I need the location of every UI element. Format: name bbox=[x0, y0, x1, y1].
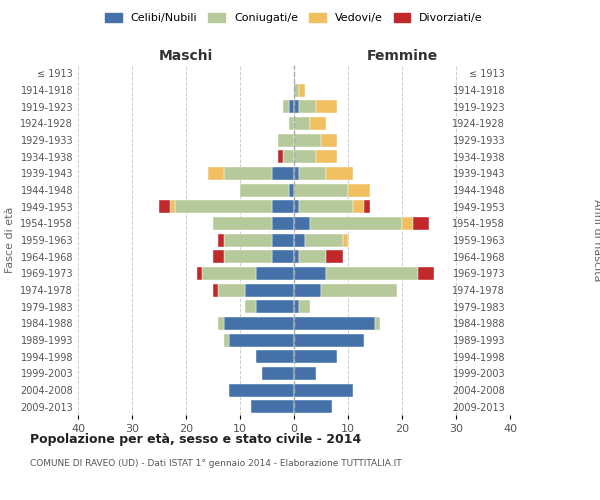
Bar bbox=[413, 217, 429, 230]
Text: Maschi: Maschi bbox=[159, 48, 213, 62]
Bar bbox=[316, 100, 337, 113]
Bar bbox=[299, 300, 310, 313]
Bar bbox=[289, 117, 294, 130]
Bar bbox=[175, 200, 272, 213]
Bar bbox=[218, 234, 224, 246]
Bar bbox=[294, 334, 364, 346]
Bar bbox=[294, 250, 299, 263]
Bar bbox=[218, 317, 224, 330]
Bar bbox=[294, 267, 326, 280]
Bar bbox=[294, 117, 310, 130]
Bar bbox=[299, 100, 316, 113]
Text: Femmine: Femmine bbox=[367, 48, 437, 62]
Bar bbox=[213, 250, 224, 263]
Bar bbox=[294, 167, 299, 180]
Bar bbox=[299, 84, 305, 96]
Bar bbox=[289, 100, 294, 113]
Bar bbox=[353, 200, 364, 213]
Bar bbox=[294, 134, 321, 146]
Text: Anni di nascita: Anni di nascita bbox=[592, 198, 600, 281]
Bar bbox=[213, 217, 272, 230]
Bar bbox=[294, 100, 299, 113]
Bar bbox=[294, 284, 321, 296]
Bar bbox=[272, 234, 294, 246]
Bar bbox=[310, 217, 402, 230]
Bar bbox=[208, 167, 224, 180]
Bar bbox=[213, 284, 218, 296]
Bar bbox=[272, 167, 294, 180]
Bar bbox=[202, 267, 256, 280]
Bar bbox=[294, 317, 375, 330]
Bar bbox=[245, 284, 294, 296]
Y-axis label: Fasce di età: Fasce di età bbox=[5, 207, 15, 273]
Bar bbox=[218, 284, 245, 296]
Bar bbox=[289, 184, 294, 196]
Bar bbox=[305, 234, 343, 246]
Bar bbox=[294, 400, 332, 413]
Bar bbox=[294, 84, 299, 96]
Bar bbox=[316, 150, 337, 163]
Bar bbox=[294, 217, 310, 230]
Bar bbox=[224, 317, 294, 330]
Legend: Celibi/Nubili, Coniugati/e, Vedovi/e, Divorziati/e: Celibi/Nubili, Coniugati/e, Vedovi/e, Di… bbox=[101, 8, 487, 28]
Bar bbox=[272, 200, 294, 213]
Bar bbox=[283, 150, 294, 163]
Bar bbox=[375, 317, 380, 330]
Bar bbox=[278, 134, 294, 146]
Text: COMUNE DI RAVEO (UD) - Dati ISTAT 1° gennaio 2014 - Elaborazione TUTTITALIA.IT: COMUNE DI RAVEO (UD) - Dati ISTAT 1° gen… bbox=[30, 459, 401, 468]
Bar bbox=[310, 117, 326, 130]
Bar bbox=[272, 250, 294, 263]
Bar bbox=[294, 300, 299, 313]
Bar bbox=[299, 200, 353, 213]
Bar bbox=[299, 250, 326, 263]
Bar bbox=[197, 267, 202, 280]
Bar bbox=[170, 200, 175, 213]
Bar bbox=[299, 167, 326, 180]
Bar bbox=[224, 334, 229, 346]
Bar bbox=[326, 267, 418, 280]
Bar bbox=[256, 350, 294, 363]
Bar bbox=[229, 384, 294, 396]
Bar bbox=[245, 300, 256, 313]
Bar bbox=[256, 300, 294, 313]
Bar bbox=[224, 234, 272, 246]
Bar bbox=[256, 267, 294, 280]
Bar bbox=[240, 184, 289, 196]
Bar bbox=[294, 367, 316, 380]
Bar bbox=[294, 150, 316, 163]
Bar bbox=[272, 217, 294, 230]
Bar bbox=[224, 167, 272, 180]
Bar bbox=[229, 334, 294, 346]
Bar bbox=[364, 200, 370, 213]
Bar bbox=[321, 134, 337, 146]
Bar bbox=[159, 200, 170, 213]
Bar bbox=[402, 217, 413, 230]
Bar bbox=[294, 234, 305, 246]
Bar bbox=[418, 267, 434, 280]
Bar bbox=[294, 350, 337, 363]
Bar bbox=[294, 184, 348, 196]
Bar bbox=[224, 250, 272, 263]
Bar bbox=[343, 234, 348, 246]
Bar bbox=[262, 367, 294, 380]
Bar bbox=[278, 150, 283, 163]
Bar bbox=[321, 284, 397, 296]
Bar bbox=[326, 250, 343, 263]
Bar bbox=[348, 184, 370, 196]
Bar bbox=[326, 167, 353, 180]
Bar bbox=[251, 400, 294, 413]
Bar bbox=[294, 384, 353, 396]
Text: Popolazione per età, sesso e stato civile - 2014: Popolazione per età, sesso e stato civil… bbox=[30, 432, 361, 446]
Bar bbox=[294, 200, 299, 213]
Bar bbox=[283, 100, 289, 113]
